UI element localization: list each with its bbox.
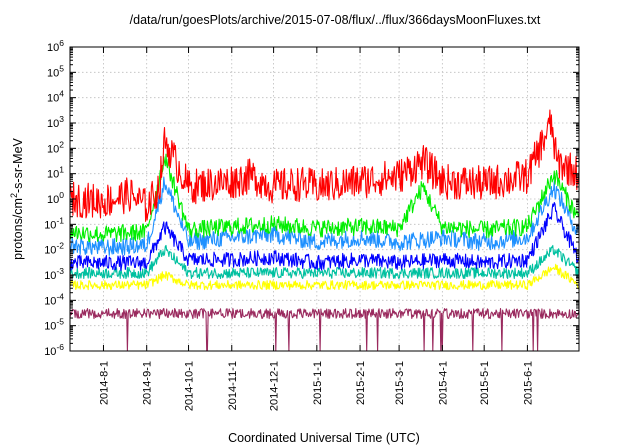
x-tick-label: 2014-11-1	[227, 361, 239, 410]
y-axis-label: protons/cm2-s-sr-MeV	[9, 137, 25, 259]
y-tick-label: 10-4	[44, 291, 64, 307]
y-tick-label: 104	[47, 89, 64, 105]
y-tick-label: 10-6	[44, 342, 64, 358]
y-tick-label: 10-1	[44, 215, 64, 231]
y-tick-label: 106	[47, 38, 64, 54]
y-tick-label-base: 10	[44, 346, 56, 358]
y-tick-label: 10-2	[44, 241, 64, 257]
x-tick-label: 2015-4-1	[437, 361, 449, 405]
y-tick-label-base: 10	[47, 93, 59, 105]
y-tick-label: 101	[47, 165, 64, 181]
y-tick-label-exp: -3	[56, 266, 64, 276]
y-tick-label-exp: 2	[59, 139, 64, 149]
x-tick-label: 2015-6-1	[522, 361, 534, 405]
series-line-yellow	[69, 263, 580, 291]
y-tick-label-base: 10	[47, 194, 59, 206]
y-tick-label-exp: 4	[59, 89, 64, 99]
y-tick-label-exp: -6	[56, 342, 64, 352]
y-tick-label-exp: -5	[56, 317, 64, 327]
series-line-lightblue	[69, 176, 580, 256]
x-axis-label: Coordinated Universal Time (UTC)	[228, 431, 420, 445]
y-tick-label-exp: 3	[59, 114, 64, 124]
x-tick-label: 2014-9-1	[142, 361, 154, 405]
x-tick-label: 2015-1-1	[312, 361, 324, 405]
y-tick-label-base: 10	[44, 219, 56, 231]
x-tick-labels: 2014-8-1 2014-9-1 2014-10-1 2014-11-1 2014-1…	[98, 361, 534, 411]
series-line-blue	[69, 202, 580, 272]
series-line-green	[69, 153, 579, 243]
plot-frame	[69, 46, 580, 352]
y-tick-label-exp: -1	[56, 215, 64, 225]
y-tick-label-base: 10	[44, 295, 56, 307]
series-line-purple	[69, 307, 580, 352]
y-tick-label-base: 10	[47, 169, 59, 181]
y-tick-label-exp: -4	[56, 291, 64, 301]
x-tick-label: 2014-12-1	[269, 361, 281, 411]
y-tick-label-base: 10	[44, 270, 56, 282]
y-tick-label: 103	[47, 114, 64, 130]
series-line-teal	[69, 244, 580, 280]
y-tick-label: 10-5	[44, 317, 64, 333]
chart-title: /data/run/goesPlots/archive/2015-07-08/f…	[130, 13, 541, 27]
x-tick-label: 2014-10-1	[184, 361, 196, 411]
y-tick-label: 10-3	[44, 266, 64, 282]
y-tick-label: 100	[47, 190, 64, 206]
y-tick-label-exp: 1	[59, 165, 64, 175]
y-tick-label-base: 10	[44, 245, 56, 257]
series-group	[69, 109, 580, 352]
y-tick-label: 102	[47, 139, 64, 155]
y-tick-label-base: 10	[47, 118, 59, 130]
y-tick-label-exp: 0	[59, 190, 64, 200]
y-tick-label-exp: 5	[59, 63, 64, 73]
x-tick-label: 2015-2-1	[355, 361, 367, 405]
y-tick-label-base: 10	[47, 67, 59, 79]
y-tick-label-exp: 6	[59, 38, 64, 48]
y-axis-label-prefix: protons/cm	[11, 198, 25, 260]
x-tick-label: 2015-5-1	[479, 361, 491, 405]
y-tick-label-base: 10	[44, 321, 56, 333]
x-tick-label: 2014-8-1	[98, 361, 110, 405]
y-tick-label: 105	[47, 63, 64, 79]
series-line-red	[69, 109, 580, 222]
y-tick-label-exp: -2	[56, 241, 64, 251]
y-tick-labels: 10610510410310210110010-110-210-310-410-…	[44, 38, 64, 358]
y-axis-label-suffix: -s-sr-MeV	[11, 137, 25, 193]
x-tick-label: 2015-3-1	[394, 361, 406, 405]
y-tick-label-base: 10	[47, 143, 59, 155]
y-tick-label-base: 10	[47, 42, 59, 54]
y-axis-label-sup: 2	[9, 193, 19, 198]
